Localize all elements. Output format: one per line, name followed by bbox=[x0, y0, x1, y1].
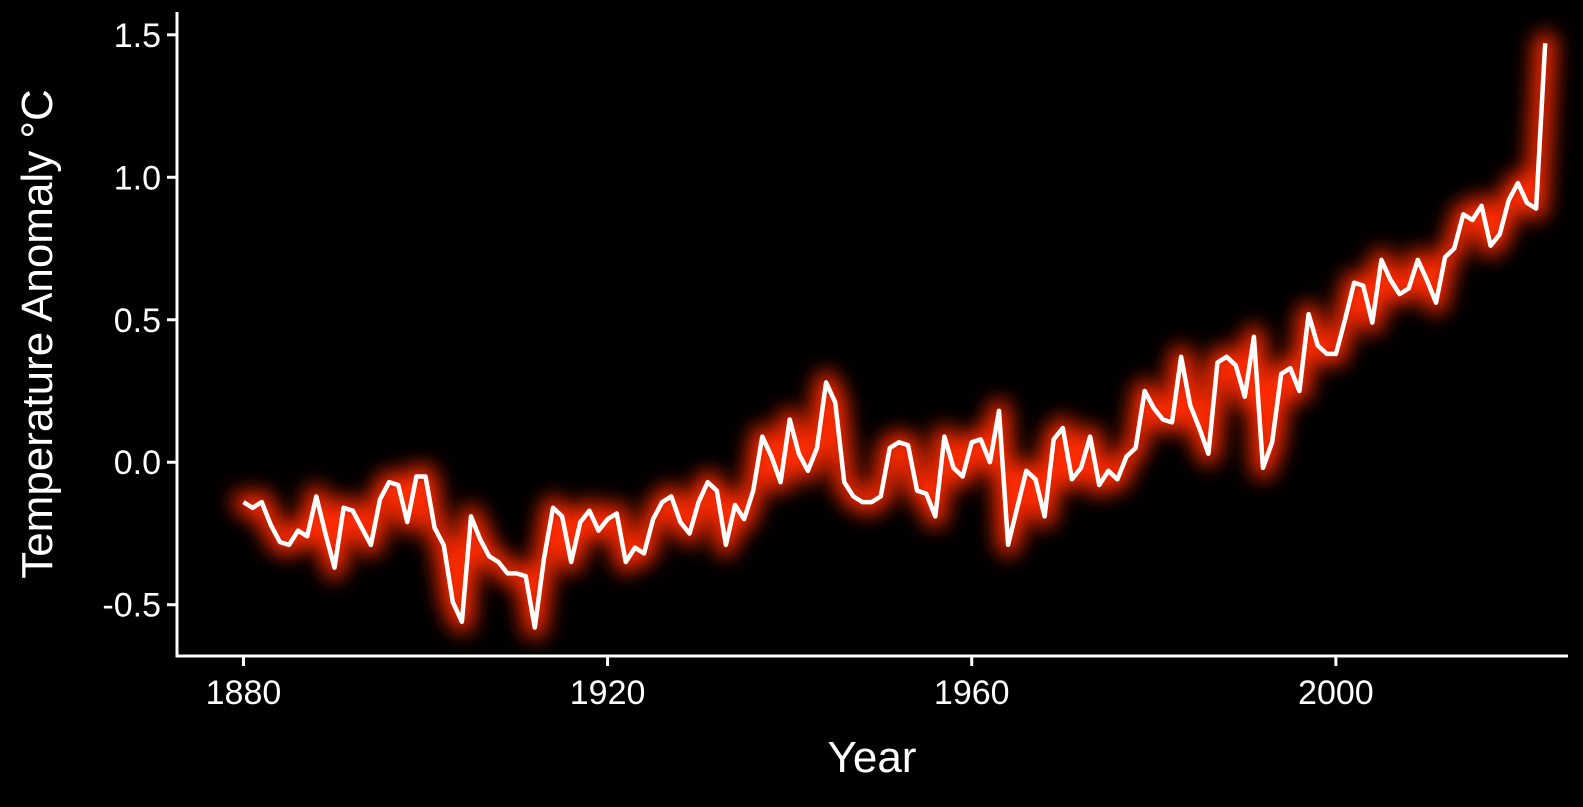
x-tick-label: 1920 bbox=[570, 674, 646, 712]
series-line bbox=[242, 43, 1548, 630]
x-tick-label: 1960 bbox=[934, 674, 1010, 712]
y-axis-ticks: -0.5 0.0 0.5 1.0 1.5 bbox=[102, 17, 177, 625]
y-axis-title: Temperature Anomaly °C bbox=[13, 89, 62, 579]
y-tick-label: -0.5 bbox=[102, 587, 161, 625]
y-tick-label: 1.0 bbox=[114, 159, 161, 197]
series-line-layer bbox=[242, 43, 1548, 630]
y-tick-label: 0.5 bbox=[114, 302, 161, 340]
x-axis-ticks: 1880 1920 1960 2000 bbox=[206, 656, 1374, 712]
x-tick-label: 2000 bbox=[1298, 674, 1374, 712]
y-tick-label: 0.0 bbox=[114, 444, 161, 482]
x-axis-title: Year bbox=[828, 733, 917, 782]
y-tick-label: 1.5 bbox=[114, 17, 161, 55]
x-tick-label: 1880 bbox=[206, 674, 282, 712]
